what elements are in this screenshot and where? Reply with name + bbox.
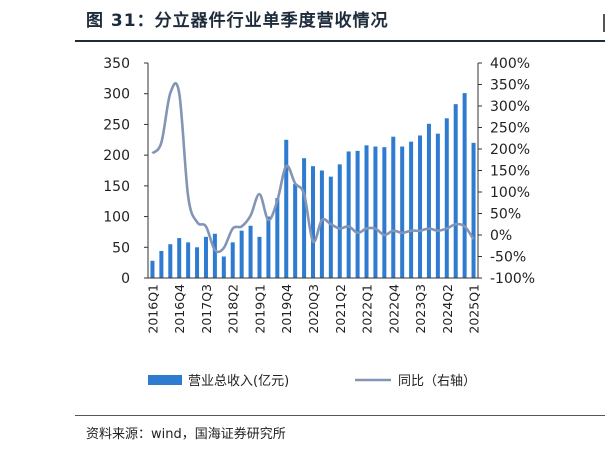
revenue-bar (150, 260, 155, 278)
yoy-line (151, 82, 475, 254)
revenue-bar (435, 133, 440, 278)
legend-bar-label: 营业总收入(亿元) (188, 374, 289, 389)
revenue-bar (373, 146, 378, 278)
right-tick-label: 300% (490, 99, 530, 115)
revenue-bar (275, 198, 280, 278)
left-tick-label: 50 (112, 240, 130, 256)
revenue-bar (453, 104, 458, 279)
revenue-bar (248, 225, 253, 278)
right-y-axis: -100% -50% 0% 50% 100% 150% 200% 250% 300% 350% 40… (477, 56, 535, 287)
revenue-bar (293, 184, 298, 278)
revenue-bar (346, 151, 351, 278)
figure-title: 图 31：分立器件行业单季度营收情况 (86, 11, 389, 31)
right-tick-label: -100% (490, 271, 535, 287)
x-tick-label: 2020Q3 (306, 284, 321, 334)
revenue-bar (328, 176, 333, 278)
revenue-bar (426, 123, 431, 278)
revenue-bar (284, 139, 289, 278)
right-tick-label: -50% (490, 250, 526, 266)
x-tick-label: 2025Q1 (467, 284, 482, 334)
revenue-bar (310, 166, 316, 278)
revenue-bars (150, 93, 476, 279)
revenue-bar (337, 164, 342, 278)
revenue-bar (257, 236, 262, 278)
left-tick-label: 250 (103, 117, 130, 133)
x-tick-label: 2022Q1 (360, 284, 375, 334)
revenue-bar (471, 142, 476, 278)
revenue-bar (355, 150, 360, 278)
x-tick-label: 2017Q3 (199, 284, 214, 334)
adjacent-figure-edge (603, 14, 612, 32)
left-tick-label: 200 (103, 148, 130, 164)
revenue-bar (221, 256, 226, 278)
x-tick-label: 2024Q2 (440, 284, 455, 334)
revenue-bar (177, 238, 182, 278)
revenue-bar (462, 93, 467, 278)
right-tick-label: 250% (490, 121, 530, 137)
revenue-bar (186, 242, 191, 278)
revenue-bar (203, 236, 208, 278)
right-tick-label: 200% (490, 142, 530, 158)
legend-bar-swatch (148, 375, 182, 385)
x-tick-label: 2022Q4 (386, 284, 401, 334)
x-tick-label: 2016Q4 (172, 284, 187, 334)
right-tick-label: 350% (490, 78, 530, 94)
left-tick-label: 350 (103, 56, 130, 72)
revenue-bar (400, 146, 405, 278)
revenue-bar (195, 247, 200, 278)
revenue-bar (409, 141, 414, 278)
right-tick-label: 100% (490, 185, 530, 201)
revenue-bar (239, 230, 244, 278)
yoy-line-path (151, 82, 475, 254)
source-divider (75, 415, 605, 416)
x-tick-label: 2021Q2 (333, 284, 348, 334)
revenue-bar (391, 136, 396, 278)
left-tick-label: 300 (103, 87, 130, 103)
right-tick-label: 50% (490, 207, 521, 223)
revenue-bar (364, 145, 369, 278)
revenue-bar (444, 118, 449, 279)
revenue-bar (212, 233, 217, 278)
revenue-bar (168, 244, 173, 278)
revenue-bar (302, 158, 307, 278)
title-divider (75, 40, 605, 42)
x-tick-label: 2023Q3 (413, 284, 428, 334)
right-tick-label: 0% (490, 228, 512, 244)
legend-line-label: 同比（右轴） (398, 374, 476, 389)
x-tick-label: 2019Q1 (252, 284, 267, 334)
x-tick-label: 2016Q1 (145, 284, 160, 334)
right-tick-label: 150% (490, 164, 530, 180)
source-note: 资料来源：wind，国海证券研究所 (86, 427, 286, 442)
legend: 营业总收入(亿元) 同比（右轴） (148, 374, 476, 389)
left-tick-label: 150 (103, 179, 130, 195)
revenue-bar (418, 135, 423, 278)
left-y-axis: 0 50 100 150 200 250 300 350 (103, 56, 149, 287)
revenue-bar (319, 170, 324, 278)
x-tick-label: 2019Q4 (279, 284, 294, 334)
x-axis: 2016Q1 2016Q4 2017Q3 2018Q2 2019Q1 2019Q4 2020… (145, 277, 482, 334)
revenue-bar (382, 147, 387, 278)
x-tick-label: 2018Q2 (226, 284, 241, 334)
revenue-bar (266, 216, 271, 278)
left-tick-label: 0 (121, 271, 130, 287)
left-tick-label: 100 (103, 210, 130, 226)
right-tick-label: 400% (490, 56, 530, 72)
revenue-bar (230, 242, 235, 278)
revenue-bar (159, 250, 164, 278)
